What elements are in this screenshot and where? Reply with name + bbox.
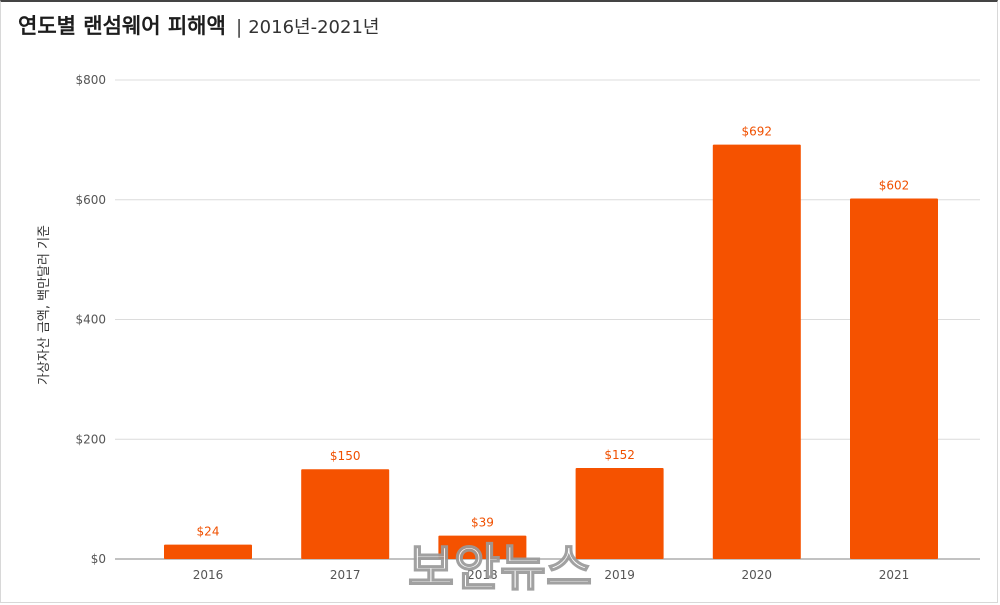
y-axis-label: 가상자산 금액, 백만달러 기준 [37, 225, 52, 385]
chart-subtitle: 2016년-2021년 [248, 17, 380, 38]
x-tick-label: 2018 [467, 568, 498, 582]
data-label-2016: $24 [197, 525, 220, 539]
x-tick-label: 2016 [193, 568, 224, 582]
bar-2019 [575, 467, 664, 559]
title-separator: | [235, 16, 243, 38]
bar-2016 [164, 544, 252, 559]
y-tick-label: $800 [75, 73, 106, 87]
data-label-2021: $602 [879, 179, 910, 193]
data-label-2019: $152 [604, 448, 635, 462]
y-tick-label: $200 [75, 432, 106, 446]
x-tick-label: 2020 [742, 568, 773, 582]
bar-2017 [301, 469, 390, 559]
bar-2020 [712, 144, 801, 560]
x-tick-label: 2019 [604, 568, 635, 582]
watermark-logo: 보안뉴스 [408, 539, 592, 597]
data-labels: $24 $150 $39 $152 $692 $602 [197, 125, 910, 539]
y-axis-ticks: $0 $200 $400 $600 $800 [75, 73, 106, 566]
chart-title: 연도별 랜섬웨어 피해액 [18, 14, 226, 38]
x-tick-label: 2021 [879, 568, 910, 582]
y-tick-label: $400 [75, 313, 106, 327]
data-label-2018: $39 [471, 516, 494, 530]
x-tick-label: 2017 [330, 568, 361, 582]
bar-2021 [850, 198, 938, 560]
data-label-2020: $692 [742, 125, 773, 139]
y-tick-label: $0 [91, 552, 106, 566]
chart-header: 연도별 랜섬웨어 피해액 | 2016년-2021년 [18, 10, 379, 44]
bar-2018 [438, 535, 527, 559]
y-tick-label: $600 [75, 193, 106, 207]
x-axis-ticks: 2016 2017 2018 2019 2020 2021 [193, 568, 910, 582]
data-label-2017: $150 [330, 449, 361, 463]
bars [164, 144, 938, 560]
gridlines [115, 79, 980, 560]
